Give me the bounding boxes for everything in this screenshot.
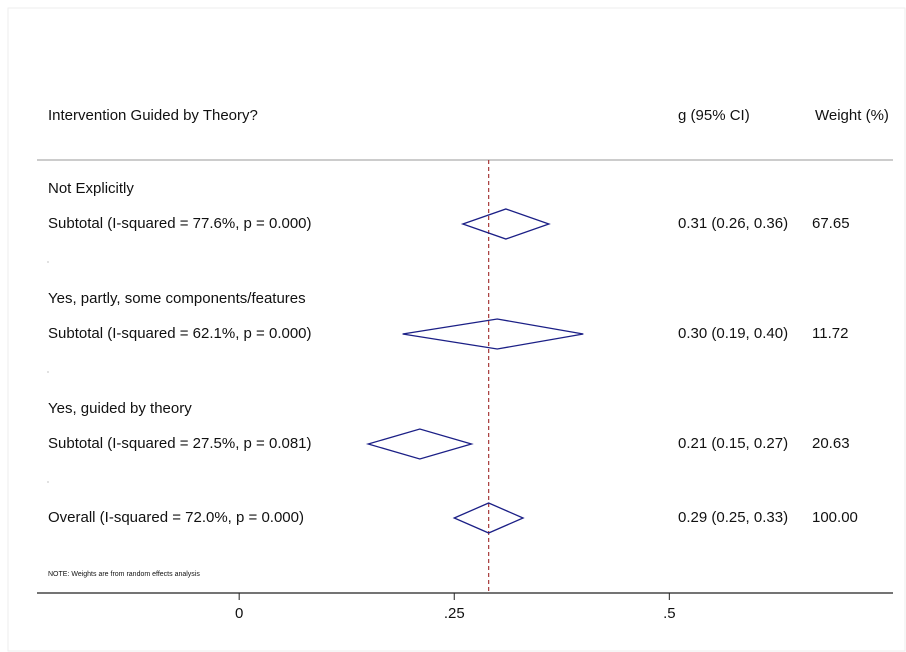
diamond [365,428,474,460]
subtotal-label: Subtotal (I-squared = 62.1%, p = 0.000) [48,325,312,342]
weight-label: 67.65 [812,215,850,232]
subtotal-label: Subtotal (I-squared = 27.5%, p = 0.081) [48,435,312,452]
weight-label: 20.63 [812,435,850,452]
diamond [460,208,551,240]
x-tick-label: .25 [444,605,465,622]
frame [7,7,906,652]
weight-label: 100.00 [812,509,858,526]
subtotal-label: Subtotal (I-squared = 77.6%, p = 0.000) [48,215,312,232]
spacer-dot [47,481,49,483]
group-label: Yes, guided by theory [48,400,192,417]
group-label: Not Explicitly [48,180,134,197]
diamond [402,318,584,350]
group-label: Yes, partly, some components/features [48,290,306,307]
diamond [452,502,525,534]
spacer-dot [47,371,49,373]
note: NOTE: Weights are from random effects an… [48,571,200,578]
ci-label: 0.30 (0.19, 0.40) [678,325,788,342]
ci-label: 0.29 (0.25, 0.33) [678,509,788,526]
spacer-dot [47,261,49,263]
ci-label: 0.31 (0.26, 0.36) [678,215,788,232]
x-tick-label: 0 [235,605,243,622]
ci-label: 0.21 (0.15, 0.27) [678,435,788,452]
weight-label: 11.72 [812,325,848,342]
overall-label: Overall (I-squared = 72.0%, p = 0.000) [48,509,304,526]
column-header: Intervention Guided by Theory? [48,107,258,124]
column-header: Weight (%) [815,107,889,124]
x-tick-label: .5 [663,605,676,622]
column-header: g (95% CI) [678,107,750,124]
